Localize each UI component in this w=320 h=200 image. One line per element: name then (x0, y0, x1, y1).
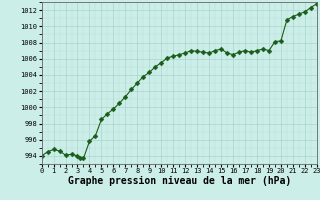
X-axis label: Graphe pression niveau de la mer (hPa): Graphe pression niveau de la mer (hPa) (68, 176, 291, 186)
